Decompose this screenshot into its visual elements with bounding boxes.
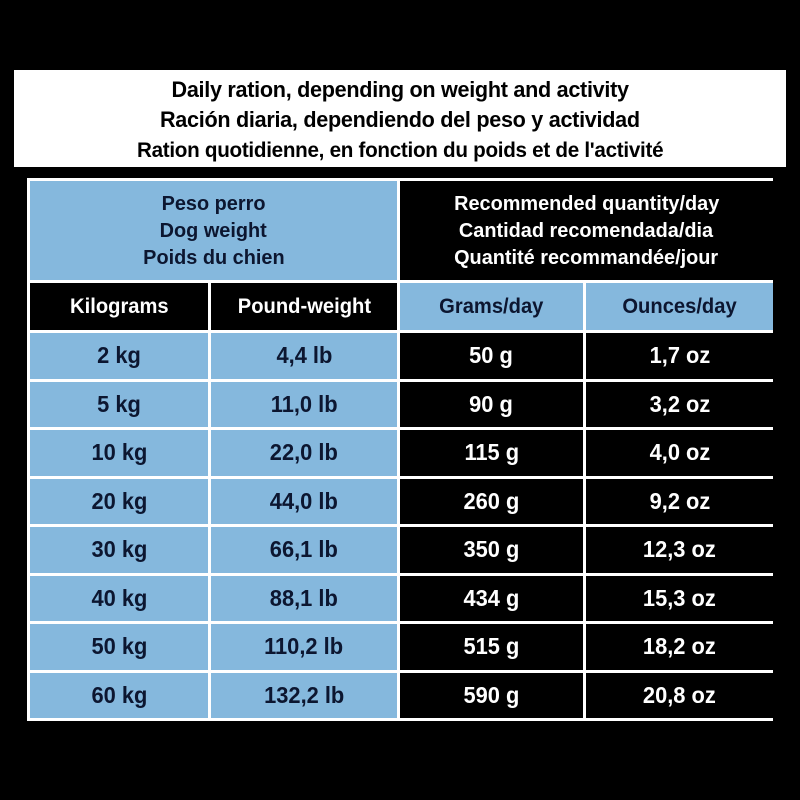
- group-header-quantity-line-es: Cantidad recomendada/dia: [459, 219, 714, 242]
- cell-ounces-value: 15,3 oz: [643, 584, 716, 611]
- cell-ounces: 9,2 oz: [586, 478, 773, 527]
- cell-pound-weight: 22,0 lb: [211, 430, 400, 479]
- cell-ounces-value: 12,3 oz: [643, 536, 716, 563]
- table-group-header-row: Peso perro Dog weight Poids du chien Rec…: [27, 178, 773, 283]
- cell-pound-weight-value: 22,0 lb: [269, 439, 339, 466]
- table-row: 60 kg 132,2 lb 590 g 20,8 oz: [27, 672, 773, 721]
- cell-pound-weight: 66,1 lb: [211, 527, 400, 576]
- cell-kilograms: 10 kg: [27, 430, 211, 479]
- table-body: 2 kg 4,4 lb 50 g 1,7 oz 5 kg 11,0 lb 90 …: [27, 333, 773, 721]
- cell-grams: 350 g: [400, 527, 586, 576]
- cell-kilograms: 2 kg: [27, 333, 211, 382]
- cell-ounces-value: 4,0 oz: [649, 439, 710, 466]
- cell-kilograms: 50 kg: [27, 624, 211, 673]
- table-row: 10 kg 22,0 lb 115 g 4,0 oz: [27, 430, 773, 479]
- column-header-ounces-label: Ounces/day: [622, 294, 737, 318]
- cell-ounces-value: 18,2 oz: [643, 633, 716, 660]
- cell-ounces: 15,3 oz: [586, 575, 773, 624]
- table-row: 40 kg 88,1 lb 434 g 15,3 oz: [27, 575, 773, 624]
- cell-grams: 434 g: [400, 575, 586, 624]
- cell-ounces: 12,3 oz: [586, 527, 773, 576]
- cell-kilograms-value: 20 kg: [91, 487, 147, 514]
- cell-grams: 50 g: [400, 333, 586, 382]
- table-row: 20 kg 44,0 lb 260 g 9,2 oz: [27, 478, 773, 527]
- cell-pound-weight: 11,0 lb: [211, 381, 400, 430]
- cell-pound-weight-value: 44,0 lb: [269, 487, 339, 514]
- cell-ounces: 4,0 oz: [586, 430, 773, 479]
- group-header-weight-line-fr: Poids du chien: [142, 246, 285, 269]
- title-line-spanish: Ración diaria, dependiendo del peso y ac…: [160, 106, 640, 132]
- column-header-grams-label: Grams/day: [439, 294, 544, 318]
- cell-grams-value: 350 g: [463, 536, 520, 563]
- cell-kilograms-value: 40 kg: [91, 584, 147, 611]
- cell-kilograms: 5 kg: [27, 381, 211, 430]
- title-band: Daily ration, depending on weight and ac…: [14, 70, 786, 167]
- cell-kilograms: 20 kg: [27, 478, 211, 527]
- cell-pound-weight: 132,2 lb: [211, 672, 400, 721]
- cell-ounces-value: 1,7 oz: [649, 342, 710, 369]
- table-row: 2 kg 4,4 lb 50 g 1,7 oz: [27, 333, 773, 382]
- cell-pound-weight: 44,0 lb: [211, 478, 400, 527]
- table-row: 5 kg 11,0 lb 90 g 3,2 oz: [27, 381, 773, 430]
- cell-pound-weight-value: 66,1 lb: [269, 536, 339, 563]
- cell-pound-weight-value: 11,0 lb: [270, 390, 338, 417]
- cell-grams: 515 g: [400, 624, 586, 673]
- group-header-quantity-line-fr: Quantité recommandée/jour: [454, 246, 719, 269]
- cell-grams-value: 434 g: [463, 584, 520, 611]
- cell-kilograms: 40 kg: [27, 575, 211, 624]
- cell-kilograms-value: 10 kg: [91, 439, 147, 466]
- cell-kilograms-value: 2 kg: [97, 342, 141, 369]
- group-header-dog-weight: Peso perro Dog weight Poids du chien: [27, 178, 400, 283]
- cell-kilograms-value: 60 kg: [91, 681, 147, 708]
- cell-pound-weight: 110,2 lb: [211, 624, 400, 673]
- cell-pound-weight-value: 88,1 lb: [269, 584, 339, 611]
- column-header-pound-weight-label: Pound-weight: [237, 294, 371, 318]
- cell-grams: 90 g: [400, 381, 586, 430]
- cell-pound-weight-value: 110,2 lb: [264, 633, 344, 660]
- cell-kilograms-value: 50 kg: [91, 633, 147, 660]
- cell-ounces: 18,2 oz: [586, 624, 773, 673]
- column-header-ounces-per-day: Ounces/day: [586, 283, 773, 333]
- cell-ounces: 3,2 oz: [586, 381, 773, 430]
- cell-ounces-value: 9,2 oz: [649, 487, 710, 514]
- ration-table: Peso perro Dog weight Poids du chien Rec…: [27, 178, 773, 721]
- cell-pound-weight-value: 132,2 lb: [263, 681, 345, 708]
- cell-ounces-value: 3,2 oz: [649, 390, 710, 417]
- column-header-grams-per-day: Grams/day: [400, 283, 586, 333]
- cell-grams-value: 260 g: [463, 487, 520, 514]
- cell-pound-weight: 4,4 lb: [211, 333, 400, 382]
- table-column-header-row: Kilograms Pound-weight Grams/day Ounces/…: [27, 283, 773, 333]
- cell-kilograms: 60 kg: [27, 672, 211, 721]
- group-header-recommended-quantity: Recommended quantity/day Cantidad recome…: [400, 178, 773, 283]
- column-header-kilograms-label: Kilograms: [69, 294, 169, 318]
- column-header-pound-weight: Pound-weight: [211, 283, 400, 333]
- table-row: 50 kg 110,2 lb 515 g 18,2 oz: [27, 624, 773, 673]
- column-header-kilograms: Kilograms: [27, 283, 211, 333]
- cell-kilograms-value: 5 kg: [97, 390, 141, 417]
- cell-ounces: 1,7 oz: [586, 333, 773, 382]
- cell-ounces-value: 20,8 oz: [643, 681, 716, 708]
- group-header-quantity-line-en: Recommended quantity/day: [453, 192, 720, 215]
- cell-grams-value: 115 g: [464, 439, 519, 466]
- title-line-english: Daily ration, depending on weight and ac…: [171, 76, 629, 102]
- cell-grams: 260 g: [400, 478, 586, 527]
- cell-pound-weight: 88,1 lb: [211, 575, 400, 624]
- cell-grams: 590 g: [400, 672, 586, 721]
- cell-ounces: 20,8 oz: [586, 672, 773, 721]
- cell-kilograms-value: 30 kg: [91, 536, 147, 563]
- cell-grams-value: 90 g: [469, 390, 514, 417]
- cell-grams: 115 g: [400, 430, 586, 479]
- cell-grams-value: 590 g: [463, 681, 520, 708]
- group-header-weight-line-en: Dog weight: [159, 219, 268, 242]
- table-row: 30 kg 66,1 lb 350 g 12,3 oz: [27, 527, 773, 576]
- group-header-weight-line-es: Peso perro: [161, 192, 266, 215]
- cell-grams-value: 515 g: [463, 633, 520, 660]
- cell-kilograms: 30 kg: [27, 527, 211, 576]
- cell-grams-value: 50 g: [469, 342, 514, 369]
- cell-pound-weight-value: 4,4 lb: [276, 342, 332, 369]
- title-line-french: Ration quotidienne, en fonction du poids…: [136, 137, 664, 162]
